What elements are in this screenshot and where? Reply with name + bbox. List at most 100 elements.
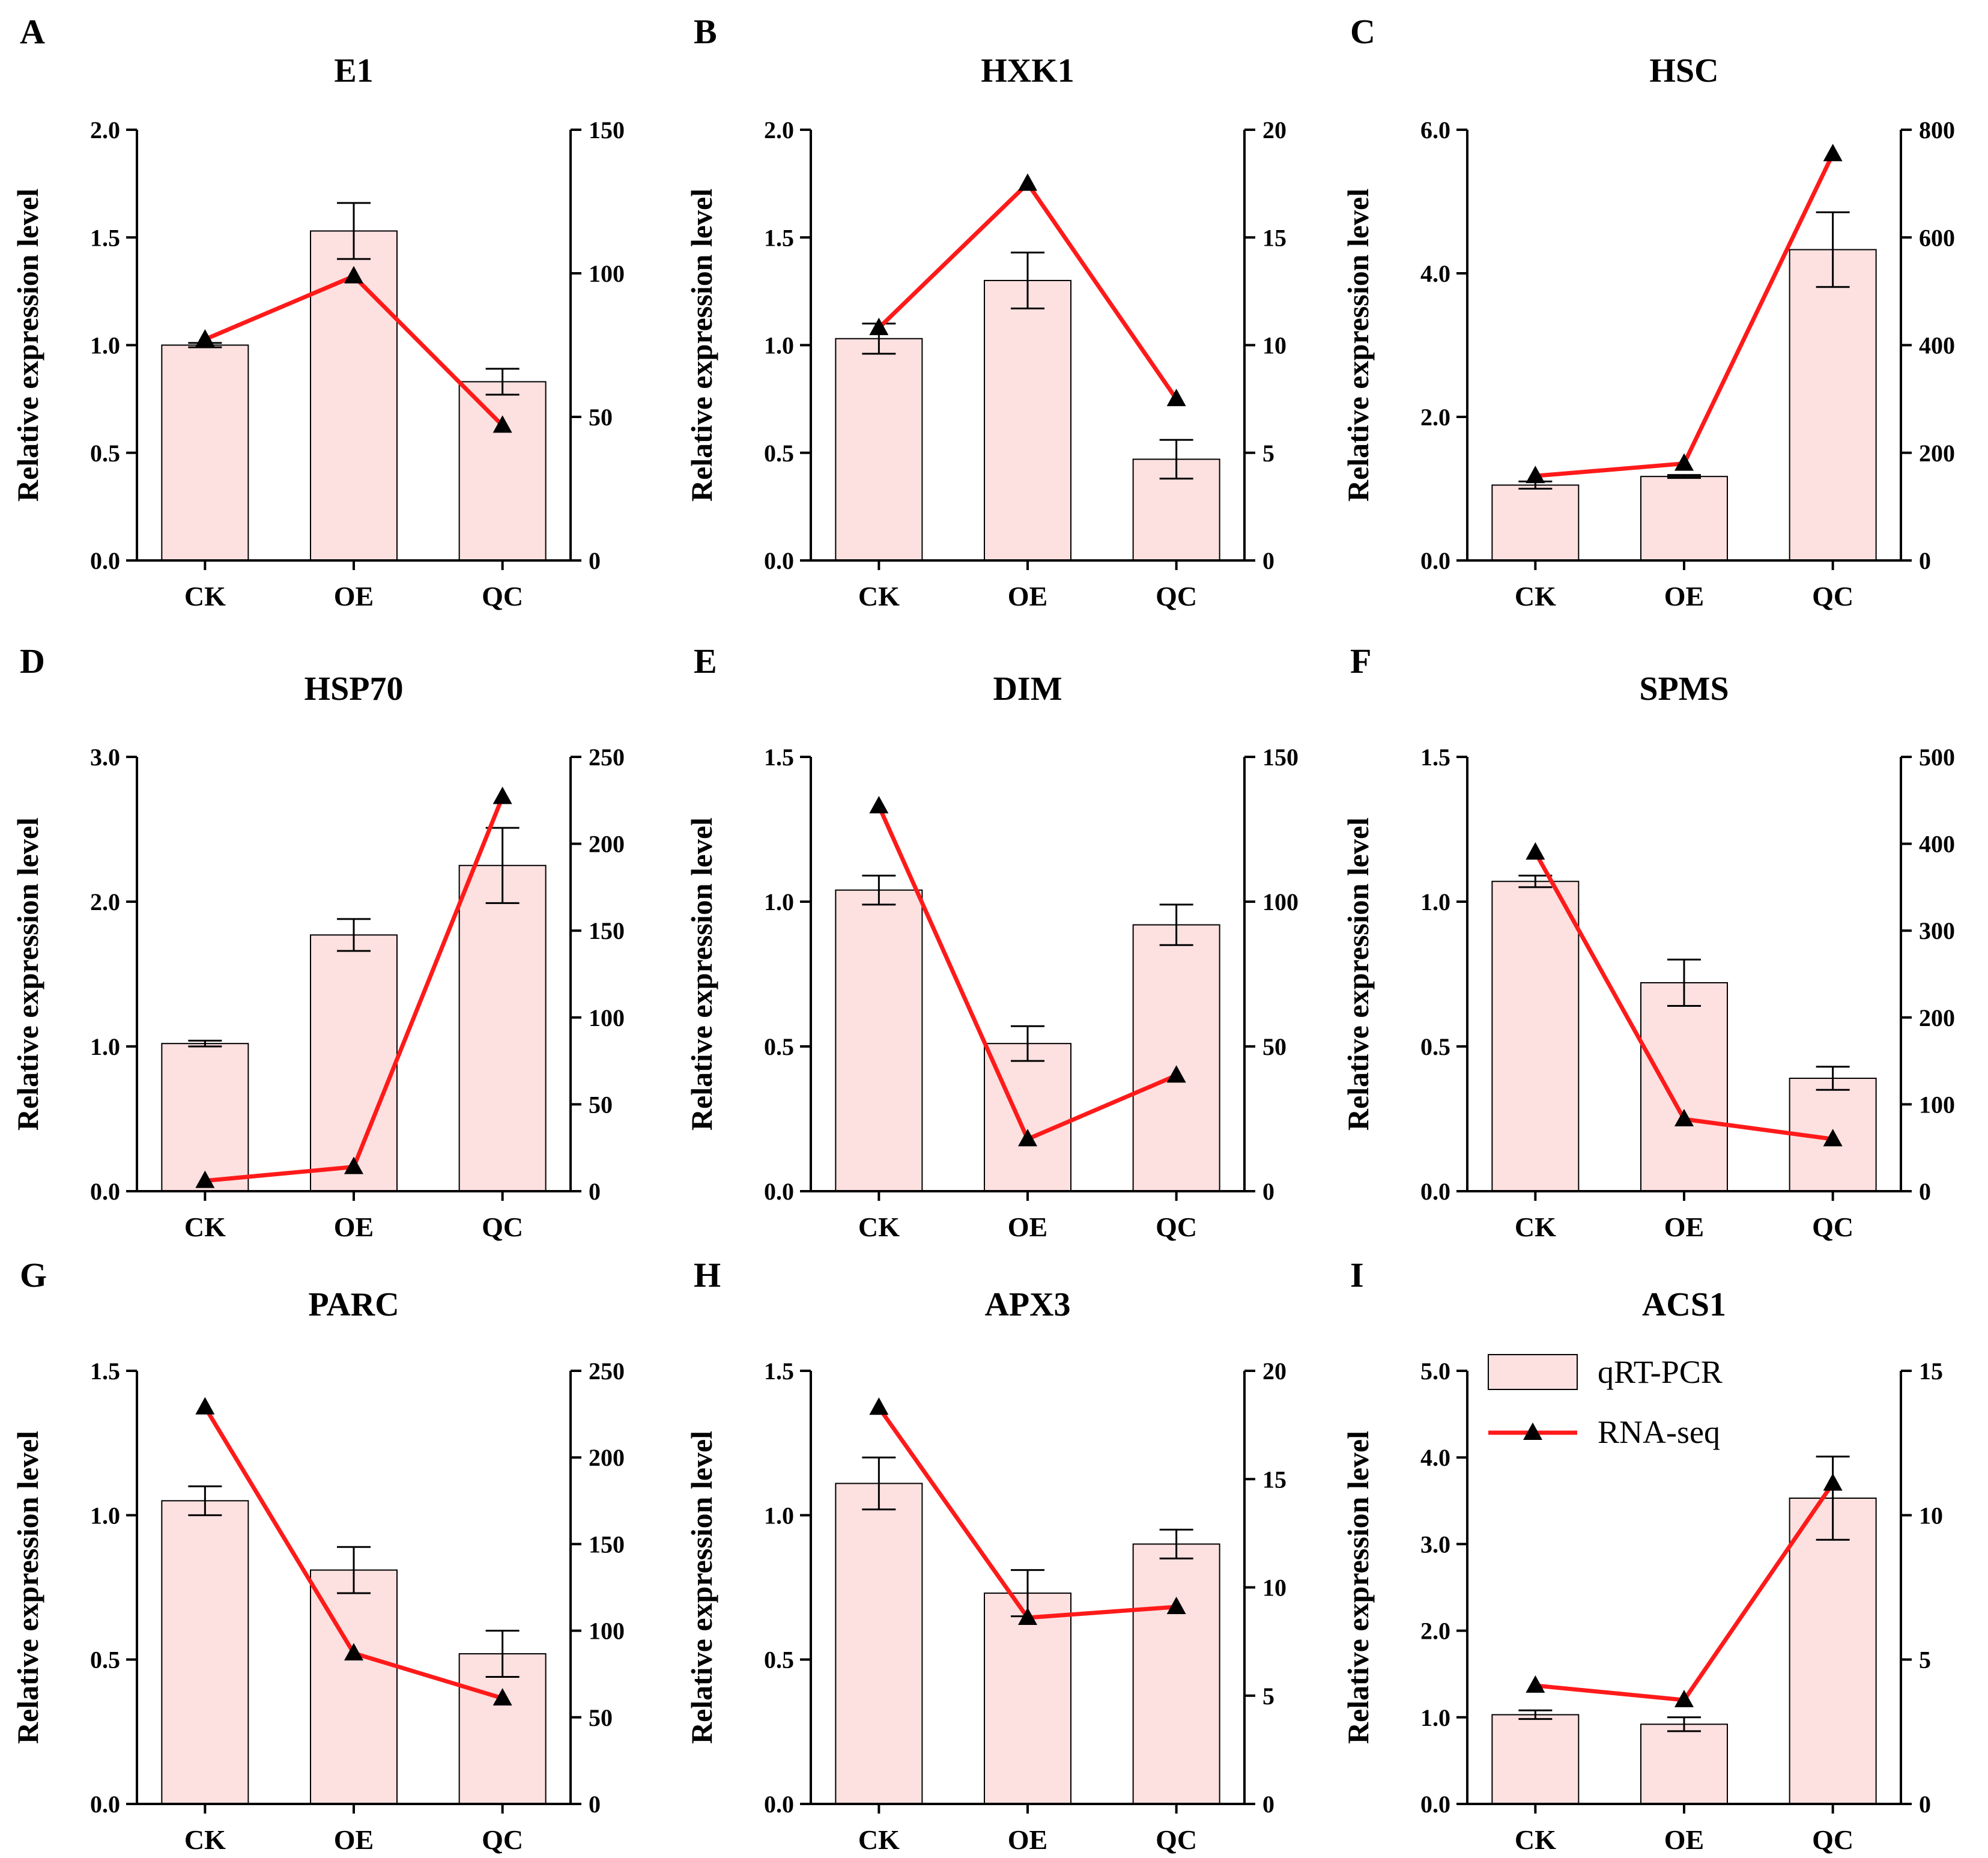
bar-oe — [1640, 476, 1728, 561]
right-tick-label: 10 — [1919, 1502, 1943, 1529]
left-tick-label: 0.5 — [90, 1647, 120, 1674]
rna-seq-marker — [1018, 1129, 1037, 1147]
x-tick-label: OE — [1664, 1824, 1704, 1855]
right-tick-label: 15 — [1262, 1466, 1286, 1493]
left-tick-label: 1.5 — [90, 1358, 120, 1385]
panel-letter: A — [20, 12, 45, 51]
rna-seq-marker — [195, 329, 215, 347]
rna-seq-marker — [1018, 1607, 1037, 1625]
right-tick-label: 0 — [1262, 1791, 1274, 1818]
panel-title: HXK1 — [981, 52, 1074, 90]
right-tick-label: 20 — [1262, 1358, 1286, 1385]
left-tick-label: 0.0 — [764, 547, 794, 574]
x-tick-label: OE — [334, 1212, 374, 1242]
x-tick-label: QC — [1812, 1212, 1853, 1242]
right-tick-label: 500 — [1919, 744, 1955, 771]
left-tick-label: 1.0 — [764, 888, 794, 915]
left-tick-label: 1.5 — [764, 744, 794, 771]
rna-seq-marker — [1674, 1689, 1694, 1707]
rna-seq-marker — [1526, 466, 1545, 484]
bar-ck — [161, 1500, 249, 1805]
x-tick-label: OE — [1008, 1212, 1047, 1242]
right-tick-label: 10 — [1262, 1574, 1286, 1601]
right-tick-label: 50 — [589, 404, 613, 431]
left-tick-label: 2.0 — [764, 117, 794, 144]
left-tick-label: 1.0 — [764, 332, 794, 359]
x-tick-label: OE — [334, 1824, 374, 1855]
x-tick-label: OE — [334, 581, 374, 612]
x-tick-label: QC — [482, 1824, 523, 1855]
panel-title: E1 — [334, 52, 373, 90]
legend: qRT-PCR RNA-seq — [1488, 1354, 1723, 1450]
right-tick-label: 250 — [589, 744, 625, 771]
left-tick-label: 1.5 — [764, 224, 794, 251]
y-axis-label: Relative expression level — [11, 189, 44, 502]
right-tick-label: 800 — [1919, 117, 1955, 144]
right-tick-label: 5 — [1262, 1683, 1274, 1710]
left-tick-label: 2.0 — [1420, 1618, 1450, 1645]
right-tick-label: 0 — [589, 1791, 601, 1818]
panel-letter: E — [694, 642, 717, 681]
right-tick-label: 150 — [589, 117, 625, 144]
bar-ck — [161, 1043, 249, 1192]
right-tick-label: 0 — [589, 1178, 601, 1205]
rna-seq-marker — [492, 786, 512, 804]
left-tick-label: 1.0 — [1420, 1704, 1450, 1731]
bar-oe — [984, 279, 1071, 561]
x-tick-label: CK — [184, 1212, 226, 1242]
right-tick-label: 250 — [589, 1358, 625, 1385]
panel-letter: D — [20, 642, 45, 681]
right-tick-label: 400 — [1919, 831, 1955, 858]
right-tick-label: 0 — [1262, 1178, 1274, 1205]
left-tick-label: 0.5 — [764, 1033, 794, 1060]
rna-seq-marker — [195, 1397, 215, 1415]
right-tick-label: 0 — [1919, 1178, 1931, 1205]
bar-qc — [458, 381, 547, 561]
rna-seq-marker — [1526, 1675, 1545, 1693]
x-tick-label: CK — [858, 581, 900, 612]
bar-oe — [984, 1043, 1071, 1192]
x-tick-label: CK — [1515, 1212, 1556, 1242]
panel-e: E DIM Relative expression level 0.0 0.5 1.0 1.… — [685, 642, 1299, 1242]
left-tick-label: 2.0 — [90, 888, 120, 915]
right-tick-label: 200 — [589, 831, 625, 858]
left-tick-label: 0.0 — [90, 1791, 120, 1818]
left-tick-label: 1.0 — [1420, 888, 1450, 915]
right-tick-label: 0 — [1262, 547, 1274, 574]
left-tick-label: 1.5 — [1420, 744, 1450, 771]
x-tick-label: QC — [1156, 1212, 1197, 1242]
x-tick-label: QC — [482, 581, 523, 612]
left-tick-label: 1.5 — [90, 224, 120, 251]
bar-qc — [1789, 249, 1877, 561]
right-tick-label: 50 — [589, 1704, 613, 1731]
left-tick-label: 6.0 — [1420, 117, 1450, 144]
bar-qc — [458, 1653, 547, 1805]
x-tick-label: OE — [1664, 581, 1704, 612]
bar-ck — [835, 889, 923, 1192]
right-tick-label: 150 — [589, 1531, 625, 1558]
bar-ck — [835, 338, 923, 561]
left-tick-label: 0.0 — [764, 1791, 794, 1818]
right-tick-label: 0 — [1919, 547, 1931, 574]
left-tick-label: 0.0 — [90, 547, 120, 574]
panel-d: D HSP70 Relative expression level 0.0 1.0 2.0… — [11, 642, 625, 1242]
right-tick-label: 150 — [589, 917, 625, 944]
panel-title: APX3 — [984, 1286, 1070, 1323]
panel-letter: C — [1350, 12, 1375, 51]
left-tick-label: 2.0 — [90, 117, 120, 144]
bar-oe — [1640, 1723, 1728, 1805]
x-tick-label: OE — [1008, 581, 1047, 612]
rna-seq-marker — [1166, 1596, 1186, 1614]
panel-letter: I — [1350, 1255, 1364, 1295]
x-tick-label: CK — [1515, 1824, 1556, 1855]
y-axis-label: Relative expression level — [11, 1431, 44, 1744]
rna-seq-marker — [1018, 173, 1037, 191]
x-tick-label: CK — [184, 581, 226, 612]
left-tick-label: 0.0 — [90, 1178, 120, 1205]
rna-seq-marker — [1166, 389, 1186, 407]
left-tick-label: 3.0 — [90, 744, 120, 771]
rna-seq-marker — [344, 1643, 363, 1661]
right-tick-label: 20 — [1262, 117, 1286, 144]
right-tick-label: 200 — [1919, 440, 1955, 467]
right-tick-label: 150 — [1262, 744, 1299, 771]
